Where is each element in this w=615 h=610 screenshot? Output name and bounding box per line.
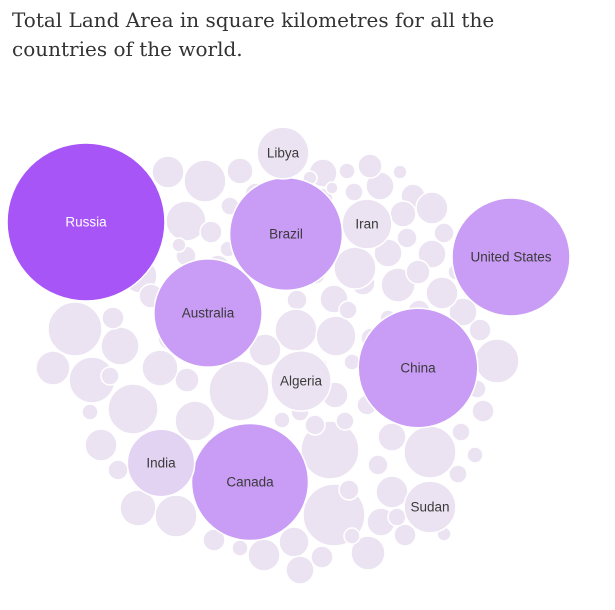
bubble-unlabeled[interactable] — [433, 222, 455, 244]
bubble-unlabeled[interactable] — [417, 239, 447, 269]
bubble-united-states[interactable] — [451, 197, 571, 317]
bubble-unlabeled[interactable] — [357, 153, 383, 179]
bubble-unlabeled[interactable] — [174, 367, 200, 393]
bubble-australia[interactable] — [153, 258, 263, 368]
bubble-unlabeled[interactable] — [107, 383, 159, 435]
bubble-unlabeled[interactable] — [396, 227, 418, 249]
bubble-unlabeled[interactable] — [448, 464, 468, 484]
bubble-unlabeled[interactable] — [333, 246, 377, 290]
bubble-unlabeled[interactable] — [387, 507, 407, 527]
chart-title: Total Land Area in square kilometres for… — [12, 8, 495, 61]
bubble-india[interactable] — [126, 428, 196, 498]
bubble-russia[interactable] — [6, 142, 166, 302]
bubble-algeria[interactable] — [270, 350, 332, 412]
bubble-unlabeled[interactable] — [373, 238, 403, 268]
bubble-china[interactable] — [357, 307, 479, 429]
bubble-unlabeled[interactable] — [344, 182, 364, 202]
bubble-unlabeled[interactable] — [367, 454, 389, 476]
bubble-unlabeled[interactable] — [350, 535, 386, 571]
bubble-unlabeled[interactable] — [199, 220, 223, 244]
bubble-unlabeled[interactable] — [448, 297, 478, 327]
bubble-unlabeled[interactable] — [338, 479, 360, 501]
bubble-unlabeled[interactable] — [247, 538, 281, 572]
bubble-unlabeled[interactable] — [315, 315, 357, 357]
bubble-iran[interactable] — [341, 198, 393, 250]
bubble-unlabeled[interactable] — [415, 191, 449, 225]
bubble-unlabeled[interactable] — [377, 422, 407, 452]
bubble-unlabeled[interactable] — [183, 159, 227, 203]
bubble-unlabeled[interactable] — [208, 360, 270, 422]
bubble-sudan[interactable] — [403, 480, 457, 534]
bubble-unlabeled[interactable] — [100, 366, 120, 386]
bubble-unlabeled[interactable] — [343, 527, 361, 545]
bubble-unlabeled[interactable] — [171, 237, 187, 253]
bubble-unlabeled[interactable] — [474, 338, 520, 384]
bubble-unlabeled[interactable] — [165, 200, 207, 242]
bubble-brazil[interactable] — [228, 176, 344, 292]
bubble-unlabeled[interactable] — [274, 308, 318, 352]
bubble-unlabeled[interactable] — [285, 555, 315, 585]
bubble-unlabeled[interactable] — [286, 289, 308, 311]
bubble-unlabeled[interactable] — [101, 306, 125, 330]
bubble-unlabeled[interactable] — [304, 414, 326, 436]
bubble-unlabeled[interactable] — [338, 300, 358, 320]
bubble-unlabeled[interactable] — [151, 155, 185, 189]
bubble-unlabeled[interactable] — [392, 164, 408, 180]
bubble-libya[interactable] — [256, 126, 310, 180]
bubble-unlabeled[interactable] — [278, 526, 310, 558]
bubble-unlabeled[interactable] — [248, 333, 282, 367]
bubble-unlabeled[interactable] — [393, 523, 417, 547]
bubble-unlabeled[interactable] — [405, 259, 431, 285]
bubble-canada[interactable] — [190, 422, 310, 542]
bubble-unlabeled[interactable] — [403, 425, 457, 479]
bubble-unlabeled[interactable] — [389, 200, 417, 228]
bubble-unlabeled[interactable] — [310, 545, 334, 569]
bubble-unlabeled[interactable] — [451, 422, 471, 442]
bubble-unlabeled[interactable] — [84, 428, 118, 462]
bubble-unlabeled[interactable] — [335, 411, 355, 431]
bubble-unlabeled[interactable] — [141, 349, 179, 387]
bubble-unlabeled[interactable] — [35, 350, 71, 386]
bubble-unlabeled[interactable] — [471, 399, 495, 423]
bubble-unlabeled[interactable] — [154, 494, 198, 538]
bubble-unlabeled[interactable] — [231, 539, 249, 557]
bubble-unlabeled[interactable] — [100, 326, 140, 366]
bubble-unlabeled[interactable] — [226, 157, 254, 185]
bubble-unlabeled[interactable] — [425, 276, 459, 310]
bubble-unlabeled[interactable] — [325, 181, 339, 195]
bubble-unlabeled[interactable] — [468, 318, 492, 342]
bubble-unlabeled[interactable] — [47, 301, 103, 357]
bubble-unlabeled[interactable] — [375, 475, 409, 509]
bubble-unlabeled[interactable] — [174, 400, 216, 442]
bubble-unlabeled[interactable] — [466, 446, 484, 464]
bubble-unlabeled[interactable] — [338, 162, 356, 180]
bubble-unlabeled[interactable] — [107, 459, 129, 481]
bubble-unlabeled[interactable] — [273, 411, 291, 429]
bubble-unlabeled[interactable] — [81, 403, 99, 421]
